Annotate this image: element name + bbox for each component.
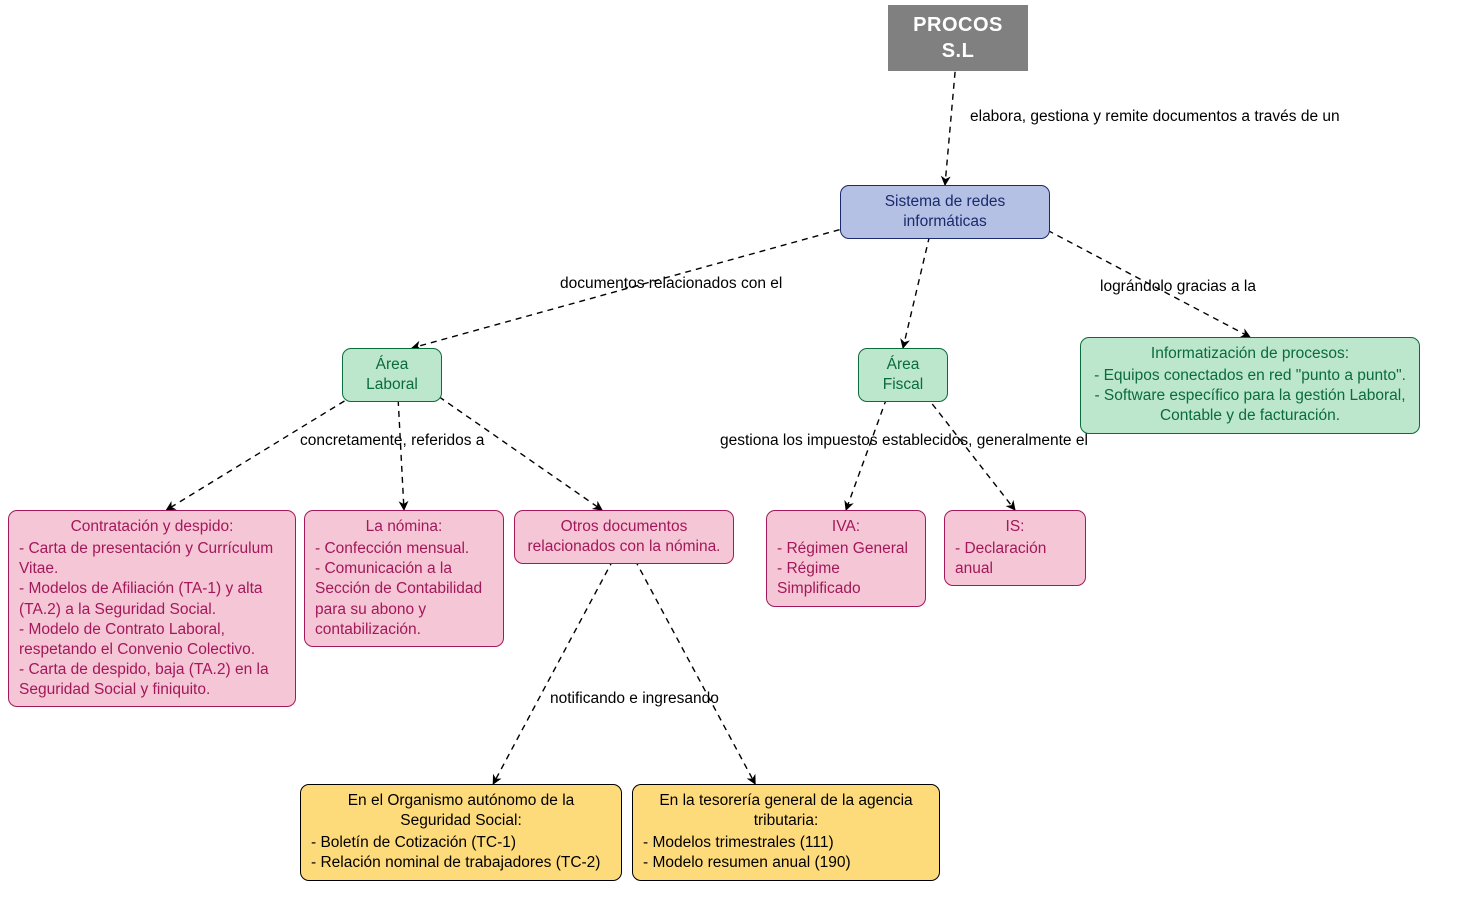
node-teso-items: - Modelos trimestrales (111)- Modelo res… — [643, 833, 929, 873]
node-root-title: PROCOS S.L — [903, 12, 1013, 64]
node-org-items: - Boletín de Cotización (TC-1)- Relación… — [311, 833, 611, 873]
edge-label: elabora, gestiona y remite documentos a … — [970, 108, 1340, 126]
node-org: En el Organismo autónomo de la Seguridad… — [300, 784, 622, 881]
node-contr: Contratación y despido:- Carta de presen… — [8, 510, 296, 707]
node-iva: IVA:- Régimen General- Régime Simplifica… — [766, 510, 926, 607]
node-contr-item: - Modelo de Contrato Laboral, respetando… — [19, 620, 285, 660]
node-root: PROCOS S.L — [888, 5, 1028, 71]
node-otros-title: Otros documentos relacionados con la nóm… — [525, 517, 723, 557]
node-teso-item: - Modelos trimestrales (111) — [643, 833, 929, 853]
edge-label: gestiona los impuestos establecidos, gen… — [720, 432, 1088, 450]
node-org-title: En el Organismo autónomo de la Seguridad… — [311, 791, 611, 831]
node-iva-items: - Régimen General- Régime Simplificado — [777, 539, 915, 599]
node-sistema-title: Sistema de redes informáticas — [851, 192, 1039, 232]
node-org-item: - Boletín de Cotización (TC-1) — [311, 833, 611, 853]
node-is-item: - Declaración anual — [955, 539, 1075, 579]
node-fiscal-title: Área Fiscal — [869, 355, 937, 395]
node-nomina-title: La nómina: — [315, 517, 493, 537]
node-teso: En la tesorería general de la agencia tr… — [632, 784, 940, 881]
concept-map: PROCOS S.L Sistema de redes informáticas Á… — [0, 0, 1484, 897]
node-nomina: La nómina:- Confección mensual.- Comunic… — [304, 510, 504, 647]
node-contr-item: - Carta de presentación y Currículum Vit… — [19, 539, 285, 579]
node-contr-title: Contratación y despido: — [19, 517, 285, 537]
node-nomina-items: - Confección mensual.- Comunicación a la… — [315, 539, 493, 640]
edge-label: documentos relacionados con el — [560, 275, 782, 293]
node-nomina-item: - Comunicación a la Sección de Contabili… — [315, 559, 493, 640]
node-otros: Otros documentos relacionados con la nóm… — [514, 510, 734, 564]
node-fiscal: Área Fiscal — [858, 348, 948, 402]
edge — [635, 560, 755, 784]
node-laboral: Área Laboral — [342, 348, 442, 402]
node-org-item: - Relación nominal de trabajadores (TC-2… — [311, 853, 611, 873]
node-nomina-item: - Confección mensual. — [315, 539, 493, 559]
edge — [1019, 215, 1251, 337]
node-contr-items: - Carta de presentación y Currículum Vit… — [19, 539, 285, 700]
node-iva-title: IVA: — [777, 517, 915, 537]
node-iva-item: - Régimen General — [777, 539, 915, 559]
node-info-items: - Equipos conectados en red "punto a pun… — [1091, 366, 1409, 426]
node-is-items: - Declaración anual — [955, 539, 1075, 579]
node-laboral-title: Área Laboral — [353, 355, 431, 395]
node-is-title: IS: — [955, 517, 1075, 537]
node-teso-item: - Modelo resumen anual (190) — [643, 853, 929, 873]
edge-label: concretamente, referidos a — [300, 432, 484, 450]
node-info-item: - Equipos conectados en red "punto a pun… — [1091, 366, 1409, 386]
edge-label: lográndolo gracias a la — [1100, 278, 1256, 296]
node-contr-item: - Carta de despido, baja (TA.2) en la Se… — [19, 660, 285, 700]
edge-label: notificando e ingresando — [550, 690, 719, 708]
node-contr-item: - Modelos de Afiliación (TA-1) y alta (T… — [19, 579, 285, 619]
node-sistema: Sistema de redes informáticas — [840, 185, 1050, 239]
edge — [493, 560, 613, 784]
node-info-item: - Software específico para la gestión La… — [1091, 386, 1409, 426]
node-info: Informatización de procesos:- Equipos co… — [1080, 337, 1420, 434]
node-iva-item: - Régime Simplificado — [777, 559, 915, 599]
node-teso-title: En la tesorería general de la agencia tr… — [643, 791, 929, 831]
node-info-title: Informatización de procesos: — [1091, 344, 1409, 364]
node-is: IS:- Declaración anual — [944, 510, 1086, 586]
